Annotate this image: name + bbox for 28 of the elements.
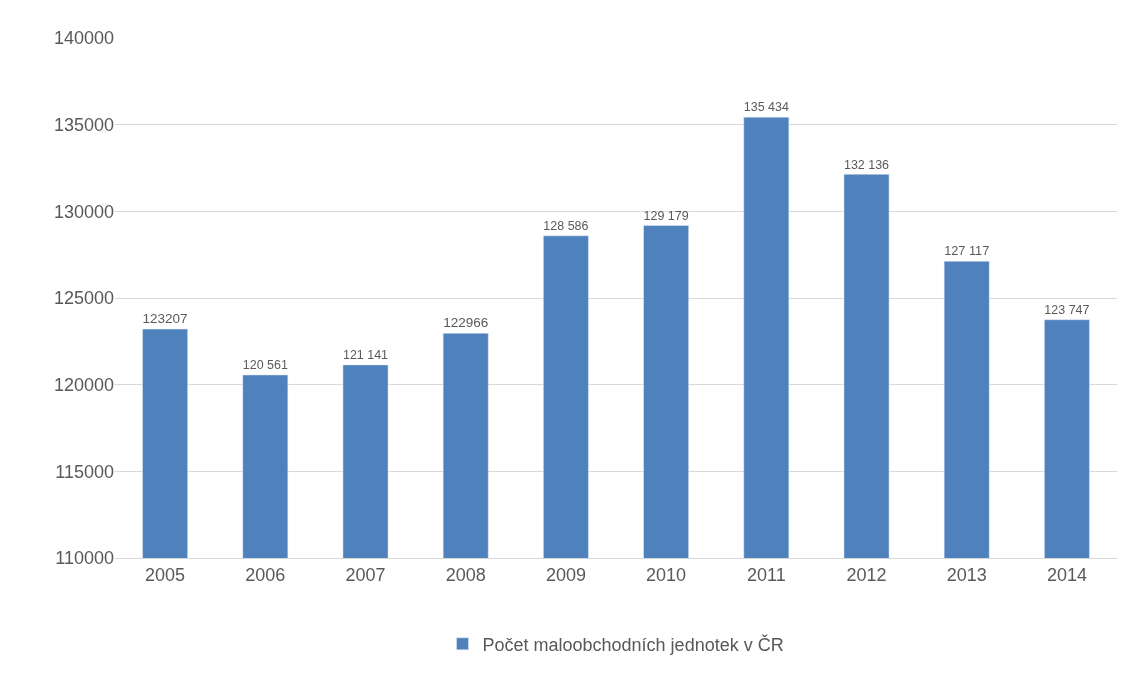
data-label: 128 586: [543, 219, 589, 234]
y-tick-label: 110000: [55, 548, 114, 569]
x-tick-label: 2011: [746, 564, 786, 585]
data-label: 123 747: [1044, 302, 1090, 317]
x-tick-label: 2007: [345, 564, 386, 585]
x-tick-label: 2006: [245, 564, 286, 585]
y-tick-label: 140000: [53, 28, 114, 49]
data-label: 132 136: [843, 157, 890, 172]
x-tick-label: 2010: [646, 564, 687, 585]
data-label: 127 117: [944, 243, 990, 259]
data-label: 121 141: [342, 348, 389, 363]
data-label: 123207: [142, 311, 188, 327]
y-tick-label: 125000: [53, 288, 114, 309]
x-tick-label: 2008: [445, 564, 486, 585]
x-tick-label: 2014: [1046, 564, 1087, 585]
x-tick-label: 2005: [145, 564, 186, 585]
y-tick-label: 120000: [53, 374, 114, 395]
legend-label: Počet maloobchodních jednotek v ČR: [482, 633, 784, 655]
x-tick-label: 2013: [946, 564, 987, 585]
data-label: 120 561: [242, 358, 288, 373]
x-tick-label: 2009: [545, 564, 586, 585]
data-label: 135 434: [743, 100, 789, 115]
y-tick-label: 130000: [53, 201, 114, 222]
data-label: 129 179: [643, 208, 689, 223]
y-tick-label: 135000: [53, 114, 114, 135]
y-tick-label: 115000: [55, 461, 114, 482]
x-tick-label: 2012: [846, 564, 887, 585]
data-label: 122966: [443, 315, 489, 331]
